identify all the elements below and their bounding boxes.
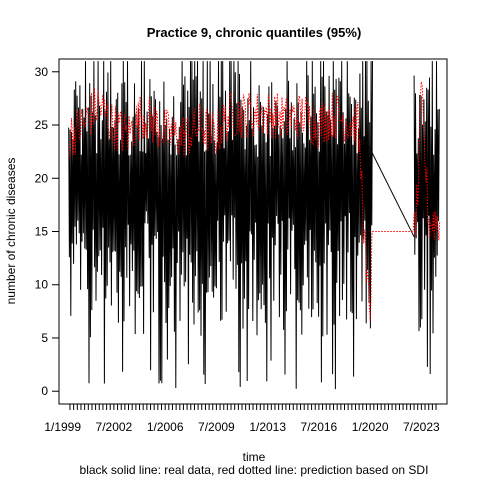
y-tick-label: 20	[35, 171, 49, 185]
y-tick-label: 5	[41, 331, 48, 345]
x-axis: 1/1999 7/2002 1/2006 7/2009 1/2013 7/2016 1/20…	[44, 404, 440, 434]
chart-caption: black solid line: real data, red dotted …	[80, 463, 429, 477]
y-tick-label: 10	[35, 278, 49, 292]
real-data-segment-2	[413, 61, 440, 375]
x-tick-label: 7/2016	[301, 420, 338, 434]
x-tick-label: 1/2020	[352, 420, 389, 434]
x-tick-label: 7/2002	[96, 420, 133, 434]
y-tick-label: 15	[35, 225, 49, 239]
y-tick-label: 0	[41, 384, 48, 398]
y-tick-label: 30	[35, 65, 49, 79]
x-tick-label: 1/2006	[147, 420, 184, 434]
real-data-connector	[368, 146, 415, 238]
x-tick-label: 1/2013	[249, 420, 286, 434]
y-axis-label: number of chronic diseases	[4, 158, 18, 305]
x-tick-label: 7/2009	[198, 420, 235, 434]
y-axis: 0 5 10 15 20 25 30	[35, 65, 59, 398]
real-data-segment-1	[68, 61, 373, 390]
chart-title: Practice 9, chronic quantiles (95%)	[147, 25, 362, 40]
x-axis-label: time	[243, 450, 266, 464]
y-tick-label: 25	[35, 118, 49, 132]
x-tick-label: 7/2023	[403, 420, 440, 434]
plot-area	[68, 61, 441, 390]
x-tick-label: 1/1999	[44, 420, 81, 434]
prediction-line	[68, 81, 441, 321]
